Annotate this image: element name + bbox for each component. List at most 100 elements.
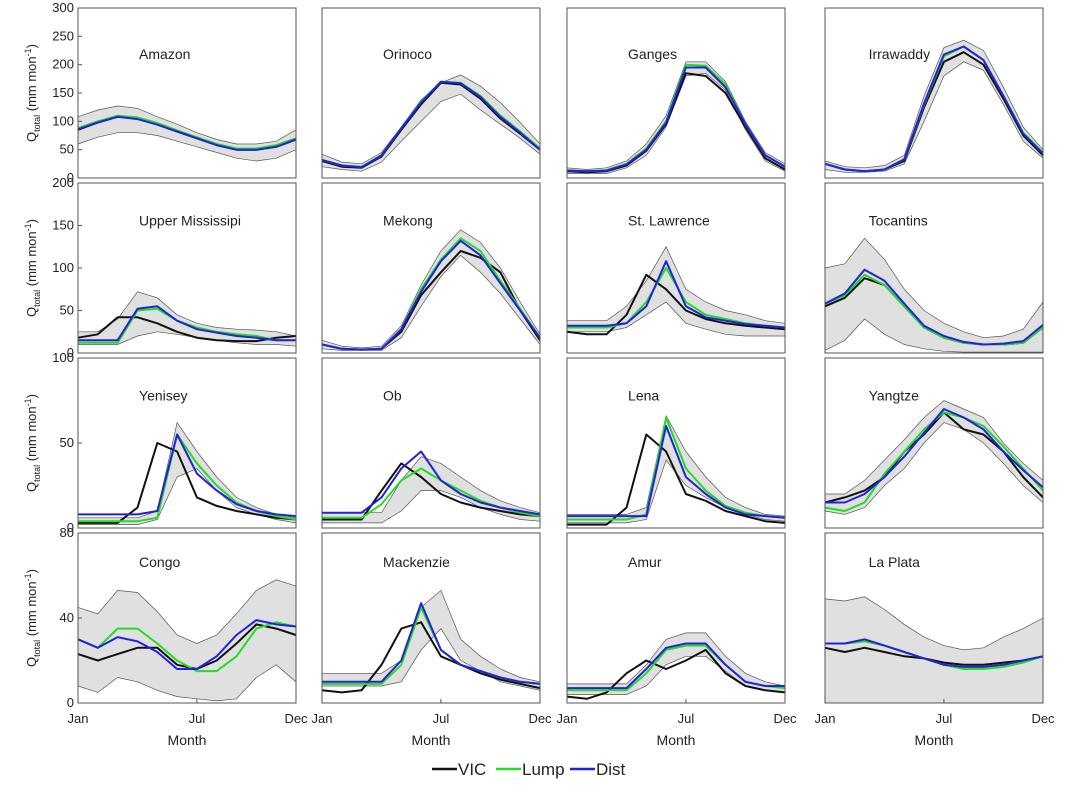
uncertainty-band — [567, 246, 785, 336]
x-tick-label: Jan — [557, 711, 578, 726]
band-lower-edge — [824, 318, 1043, 353]
band-upper-edge — [77, 579, 297, 644]
y-label-sub: total — [32, 290, 42, 307]
y-label-unit: (mm mon — [24, 56, 39, 115]
panel-title: Yangtze — [869, 388, 920, 404]
axes-frame — [321, 7, 541, 179]
y-label-q: Q — [24, 307, 39, 317]
y-tick-label: 0 — [67, 345, 74, 360]
y-axis-label: Qtotal (mm mon-1) — [23, 569, 42, 667]
uncertainty-band — [567, 415, 785, 523]
band-lower-edge — [824, 422, 1044, 515]
y-label-sub: total — [32, 115, 42, 132]
band-lower-edge — [322, 490, 541, 524]
panel-title: Congo — [139, 554, 180, 570]
y-label-q: Q — [24, 132, 39, 142]
panel-yangtze: Yangtze — [824, 357, 1044, 529]
x-tick-label: Jul — [678, 711, 695, 726]
band-lower-edge — [321, 93, 541, 172]
axes-frame — [321, 182, 541, 354]
band-lower-edge — [78, 331, 297, 347]
band-lower-edge — [77, 664, 297, 702]
y-tick-label: 0 — [67, 170, 74, 185]
panel-title: Irrawaddy — [869, 46, 930, 62]
band-upper-edge — [824, 596, 1044, 651]
band-upper-edge — [78, 421, 297, 519]
series-line-dist — [567, 425, 786, 519]
series-line-lump — [78, 433, 297, 523]
y-tick-label: 80 — [60, 525, 74, 540]
series-line-dist — [77, 619, 297, 670]
y-label-unit: (mm mon — [24, 406, 39, 465]
series-line-vic — [566, 648, 786, 700]
x-axis-label: Month — [915, 732, 954, 748]
y-label-unit: (mm mon — [24, 231, 39, 290]
band-upper-edge — [322, 589, 541, 683]
series-line-lump — [77, 114, 297, 150]
uncertainty-band — [322, 590, 540, 691]
panel-title: La Plata — [869, 554, 921, 570]
axes-frame — [566, 357, 786, 529]
panel-title: St. Lawrence — [628, 213, 710, 229]
band-upper-edge — [566, 61, 786, 170]
y-tick-label: 300 — [52, 0, 74, 15]
y-tick-label: 50 — [60, 303, 74, 318]
band-lower-edge — [77, 132, 297, 162]
series-line-dist — [825, 638, 1044, 668]
y-tick-label: 150 — [52, 218, 74, 233]
band-upper-edge — [321, 229, 541, 349]
panel-amur: Amur Jan Jul Dec Month — [557, 532, 797, 748]
y-label-exp: -1 — [23, 398, 33, 406]
panel-title: Amazon — [139, 46, 190, 62]
uncertainty-band — [825, 238, 1043, 353]
panel-congo: Congo 0 40 80 Qtotal (mm mon-1) Jan Jul Dec Mont… — [23, 525, 308, 748]
x-tick-label: Jul — [936, 711, 953, 726]
series-line-vic — [321, 621, 541, 694]
x-tick-label: Dec — [528, 711, 552, 726]
panel-ob: Ob — [321, 357, 541, 529]
series-line-lump — [566, 63, 786, 173]
series-line-vic — [322, 462, 541, 521]
y-label-q: Q — [24, 657, 39, 667]
y-tick-label: 50 — [60, 142, 74, 157]
x-tick-label: Dec — [1031, 711, 1055, 726]
band-upper-edge — [567, 246, 786, 324]
band-lower-edge — [824, 61, 1044, 173]
y-tick-label: 100 — [52, 260, 74, 275]
series-line-dist — [78, 305, 296, 342]
band-upper-edge — [825, 400, 1044, 495]
panel-title: Ganges — [628, 46, 677, 62]
y-label-exp: -1 — [23, 223, 33, 231]
y-label-close: ) — [24, 44, 39, 48]
y-tick-label: 50 — [60, 435, 74, 450]
y-label-sub: total — [32, 640, 42, 657]
y-tick-label: 0 — [67, 695, 74, 710]
panel-title: Amur — [628, 554, 662, 570]
legend-label-dist: Dist — [596, 760, 626, 779]
y-label-sub: total — [32, 465, 42, 482]
panel-amazon: Amazon 0 50 100 150 200 250 300 Qtotal (mm mon-1… — [23, 0, 297, 185]
legend-label-vic: VIC — [458, 760, 486, 779]
y-label-exp: -1 — [23, 573, 33, 581]
y-label-close: ) — [24, 394, 39, 398]
axes-frame — [824, 182, 1044, 354]
series-line-dist — [78, 433, 297, 518]
uncertainty-band — [78, 579, 296, 701]
y-tick-label: 250 — [52, 28, 74, 43]
series-line-lump — [824, 273, 1044, 346]
series-line-dist — [567, 260, 786, 329]
y-tick-label: 200 — [52, 57, 74, 72]
y-tick-label: 200 — [52, 175, 74, 190]
uncertainty-band — [825, 400, 1043, 515]
uncertainty-band — [322, 74, 540, 172]
y-tick-label: 40 — [60, 610, 74, 625]
band-lower-edge — [567, 72, 786, 174]
x-tick-label: Dec — [284, 711, 308, 726]
panel-title: Mackenzie — [383, 554, 450, 570]
series-line-vic — [824, 51, 1044, 173]
panel-irrawaddy: Irrawaddy — [824, 7, 1044, 179]
y-tick-label: 100 — [52, 350, 74, 365]
panel-title: Orinoco — [383, 46, 432, 62]
series-line-dist — [321, 239, 541, 351]
series-line-vic — [824, 646, 1044, 666]
